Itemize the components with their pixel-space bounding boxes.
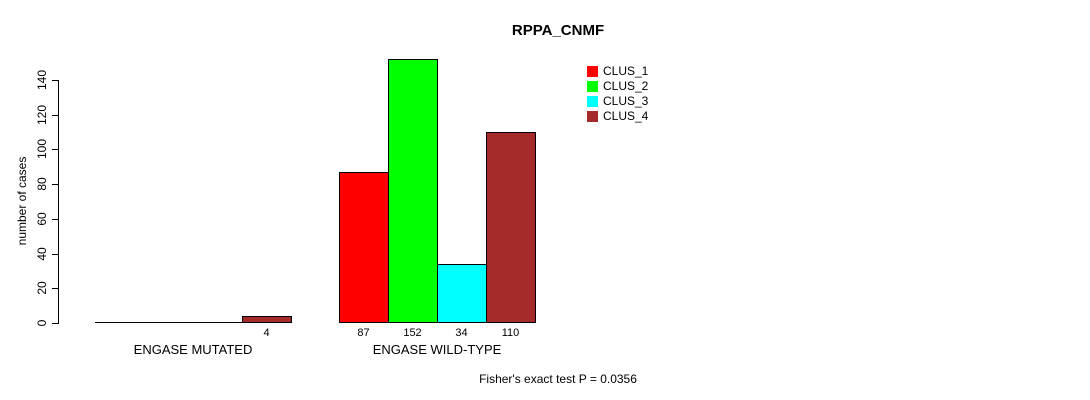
zero-bar-clus_3-group1 xyxy=(193,322,243,323)
y-tick-label: 80 xyxy=(35,177,49,191)
zero-bar-clus_2-group1 xyxy=(144,322,194,323)
legend-label-clus_3: CLUS_3 xyxy=(603,94,649,108)
legend-swatch-clus_3 xyxy=(587,96,598,107)
y-tick xyxy=(52,149,59,150)
y-tick xyxy=(52,80,59,81)
x-group-label: ENGASE MUTATED xyxy=(133,342,253,357)
y-tick xyxy=(52,254,59,255)
legend-label-clus_4: CLUS_4 xyxy=(603,109,649,123)
chart-title: RPPA_CNMF xyxy=(511,22,605,39)
y-tick-label: 40 xyxy=(35,247,49,261)
bar-clus_4-group1 xyxy=(242,316,292,323)
y-axis-line xyxy=(58,80,59,324)
bar-clus_4-group2 xyxy=(486,132,536,323)
y-tick-label: 120 xyxy=(35,104,49,126)
legend-swatch-clus_4 xyxy=(587,111,598,122)
bar-value-label: 87 xyxy=(357,327,370,339)
y-tick xyxy=(52,323,59,324)
y-tick-label: 100 xyxy=(35,138,49,160)
bar-value-label: 152 xyxy=(403,327,422,339)
y-tick-label: 60 xyxy=(35,212,49,226)
bar-value-label: 4 xyxy=(263,327,270,339)
legend-label-clus_1: CLUS_1 xyxy=(603,64,649,78)
y-tick-label: 20 xyxy=(35,281,49,295)
bar-value-label: 34 xyxy=(455,327,468,339)
bar-clus_1-group2 xyxy=(339,172,389,323)
bar-value-label: 110 xyxy=(501,327,520,339)
bar-clus_3-group2 xyxy=(437,264,487,323)
legend-label-clus_2: CLUS_2 xyxy=(603,79,649,93)
y-tick-label: 140 xyxy=(35,69,49,91)
bar-clus_2-group2 xyxy=(388,59,438,323)
zero-bar-clus_1-group1 xyxy=(95,322,145,323)
y-tick xyxy=(52,115,59,116)
x-group-label: ENGASE WILD-TYPE xyxy=(372,342,502,357)
y-tick-label: 0 xyxy=(35,319,49,327)
y-tick xyxy=(52,184,59,185)
y-tick xyxy=(52,219,59,220)
y-tick xyxy=(52,288,59,289)
legend-swatch-clus_1 xyxy=(587,66,598,77)
fisher-test-annotation: Fisher's exact test P = 0.0356 xyxy=(479,372,637,386)
legend-swatch-clus_2 xyxy=(587,81,598,92)
